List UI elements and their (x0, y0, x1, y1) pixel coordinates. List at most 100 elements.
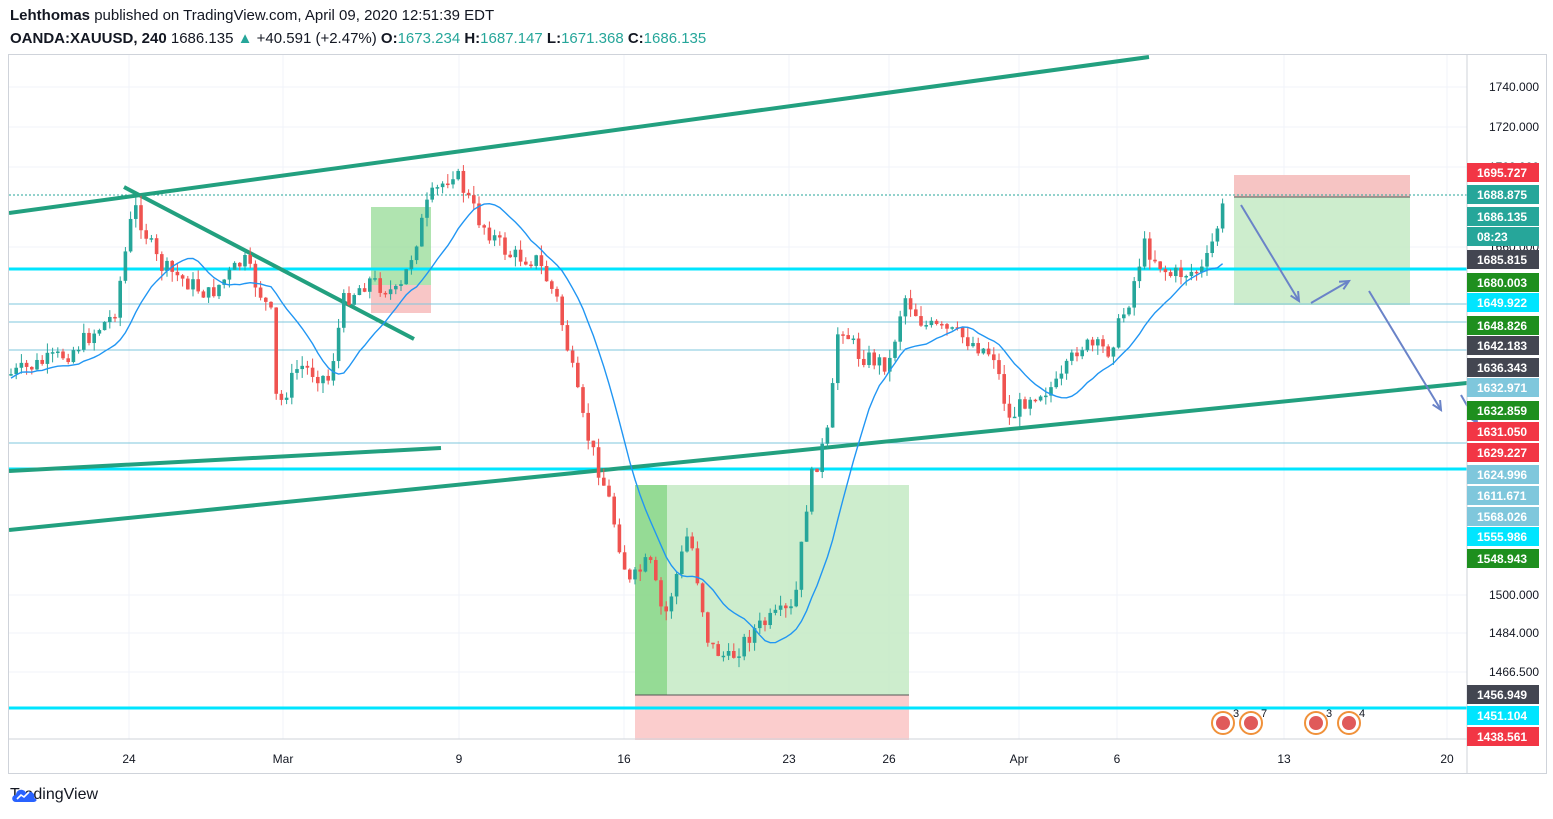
candle-body (373, 278, 377, 280)
candle-body (232, 262, 237, 270)
price-tag-bg (1467, 507, 1539, 526)
candle-body (695, 548, 700, 584)
candle-body (461, 170, 466, 193)
economic-event-badge: 7 (1239, 708, 1267, 735)
price-tag: 1451.104 (1467, 706, 1539, 725)
candle-body (804, 511, 809, 542)
candle-body (992, 354, 996, 361)
candle-body (633, 569, 637, 580)
price-tag-bg (1467, 685, 1539, 704)
candle-body (66, 358, 70, 363)
price-tag: 1686.135 (1467, 207, 1539, 226)
candle-body (550, 281, 554, 289)
arrowhead-icon (1338, 279, 1351, 290)
candle-body (362, 288, 367, 292)
candle-body (1127, 307, 1131, 315)
open-value: 1673.234 (397, 30, 461, 47)
price-axis-tick: 1720.000 (1489, 120, 1539, 134)
economic-event-badge: 3 (1304, 708, 1332, 735)
price-tag-label: 1680.003 (1477, 276, 1527, 290)
price-tag-bg (1467, 378, 1539, 397)
long-position-stop-box (635, 695, 909, 740)
candle-body (1189, 271, 1194, 276)
candle-body (347, 292, 351, 305)
price-axis-tick: 1466.500 (1489, 665, 1539, 679)
candle-body (425, 199, 429, 218)
candle-body (1038, 396, 1043, 401)
candle-body (175, 271, 180, 276)
price-tag-label: 1568.026 (1477, 510, 1527, 524)
candle-body (882, 357, 887, 372)
candle-body (997, 360, 1001, 375)
candle-body (690, 536, 694, 549)
candle-body (846, 335, 850, 340)
candle-body (758, 620, 762, 629)
candle-body (1044, 395, 1048, 398)
candle-body (45, 352, 50, 364)
candle-body (747, 636, 752, 643)
candle-body (456, 170, 460, 180)
price-tag: 1695.727 (1467, 163, 1539, 182)
candle-body (1200, 266, 1204, 273)
candle-body (794, 589, 798, 607)
candle-body (799, 541, 804, 590)
candle-body (924, 325, 928, 327)
candle-body (867, 352, 871, 366)
candle-body (50, 352, 55, 354)
candle-body (524, 261, 528, 265)
candle-body (61, 351, 65, 359)
candle-body (898, 316, 902, 342)
candle-body (856, 338, 861, 359)
candle-body (368, 278, 372, 292)
candle-body (711, 642, 715, 645)
price-tag-label: 1611.671 (1477, 489, 1527, 503)
candle-body (1142, 238, 1147, 267)
tradingview-footer[interactable]: TradingView (10, 786, 98, 804)
candle-body (1163, 269, 1168, 273)
candle-body (576, 362, 580, 388)
candle-body (430, 187, 434, 200)
candle-body (378, 278, 382, 293)
candle-body (76, 349, 81, 352)
candle-body (622, 552, 627, 570)
price-tag: 1568.026 (1467, 507, 1539, 526)
price-tag-label: 1456.949 (1477, 688, 1527, 702)
time-axis-tick: Apr (1010, 752, 1029, 766)
candle-body (1116, 318, 1121, 348)
candle-body (981, 348, 986, 354)
price-tag-label: 1695.727 (1477, 166, 1527, 180)
price-tag-label: 1632.971 (1477, 381, 1527, 395)
close-value: 1686.135 (643, 30, 707, 47)
candle-body (186, 278, 190, 290)
publisher-name[interactable]: Lehthomas (10, 7, 91, 24)
candle-body (217, 284, 221, 297)
candle-body (321, 375, 325, 384)
candle-body (440, 183, 445, 188)
time-axis-tick: 13 (1277, 752, 1291, 766)
candle-body (830, 383, 835, 428)
candle-body (674, 574, 679, 597)
symbol-label[interactable]: OANDA:XAUUSD, 240 (10, 30, 167, 47)
economic-event-badge: 3 (1211, 708, 1239, 735)
price-tag: 1438.561 (1467, 727, 1539, 746)
candle-body (492, 235, 497, 241)
price-tag: 1624.996 (1467, 465, 1539, 484)
candle-body (264, 297, 268, 302)
candle-body (742, 636, 746, 657)
candle-body (1215, 228, 1220, 242)
candle-body (518, 249, 523, 262)
chart-panel[interactable]: 37341740.0001720.0001700.0001660.0001500… (8, 54, 1547, 774)
candle-body (451, 179, 455, 185)
price-tag: 1632.859 (1467, 401, 1539, 420)
candle-body (706, 612, 710, 643)
price-chart[interactable]: 37341740.0001720.0001700.0001660.0001500… (9, 55, 1546, 773)
candle-body (128, 218, 133, 252)
short-position-stop-box (1234, 175, 1410, 197)
trendline (9, 381, 1468, 532)
candle-body (435, 187, 440, 189)
trendline (123, 185, 415, 341)
time-axis-tick: 16 (617, 752, 631, 766)
candle-body (664, 606, 668, 612)
price-tag: 08:23 (1467, 227, 1539, 246)
candle-body (570, 350, 575, 363)
